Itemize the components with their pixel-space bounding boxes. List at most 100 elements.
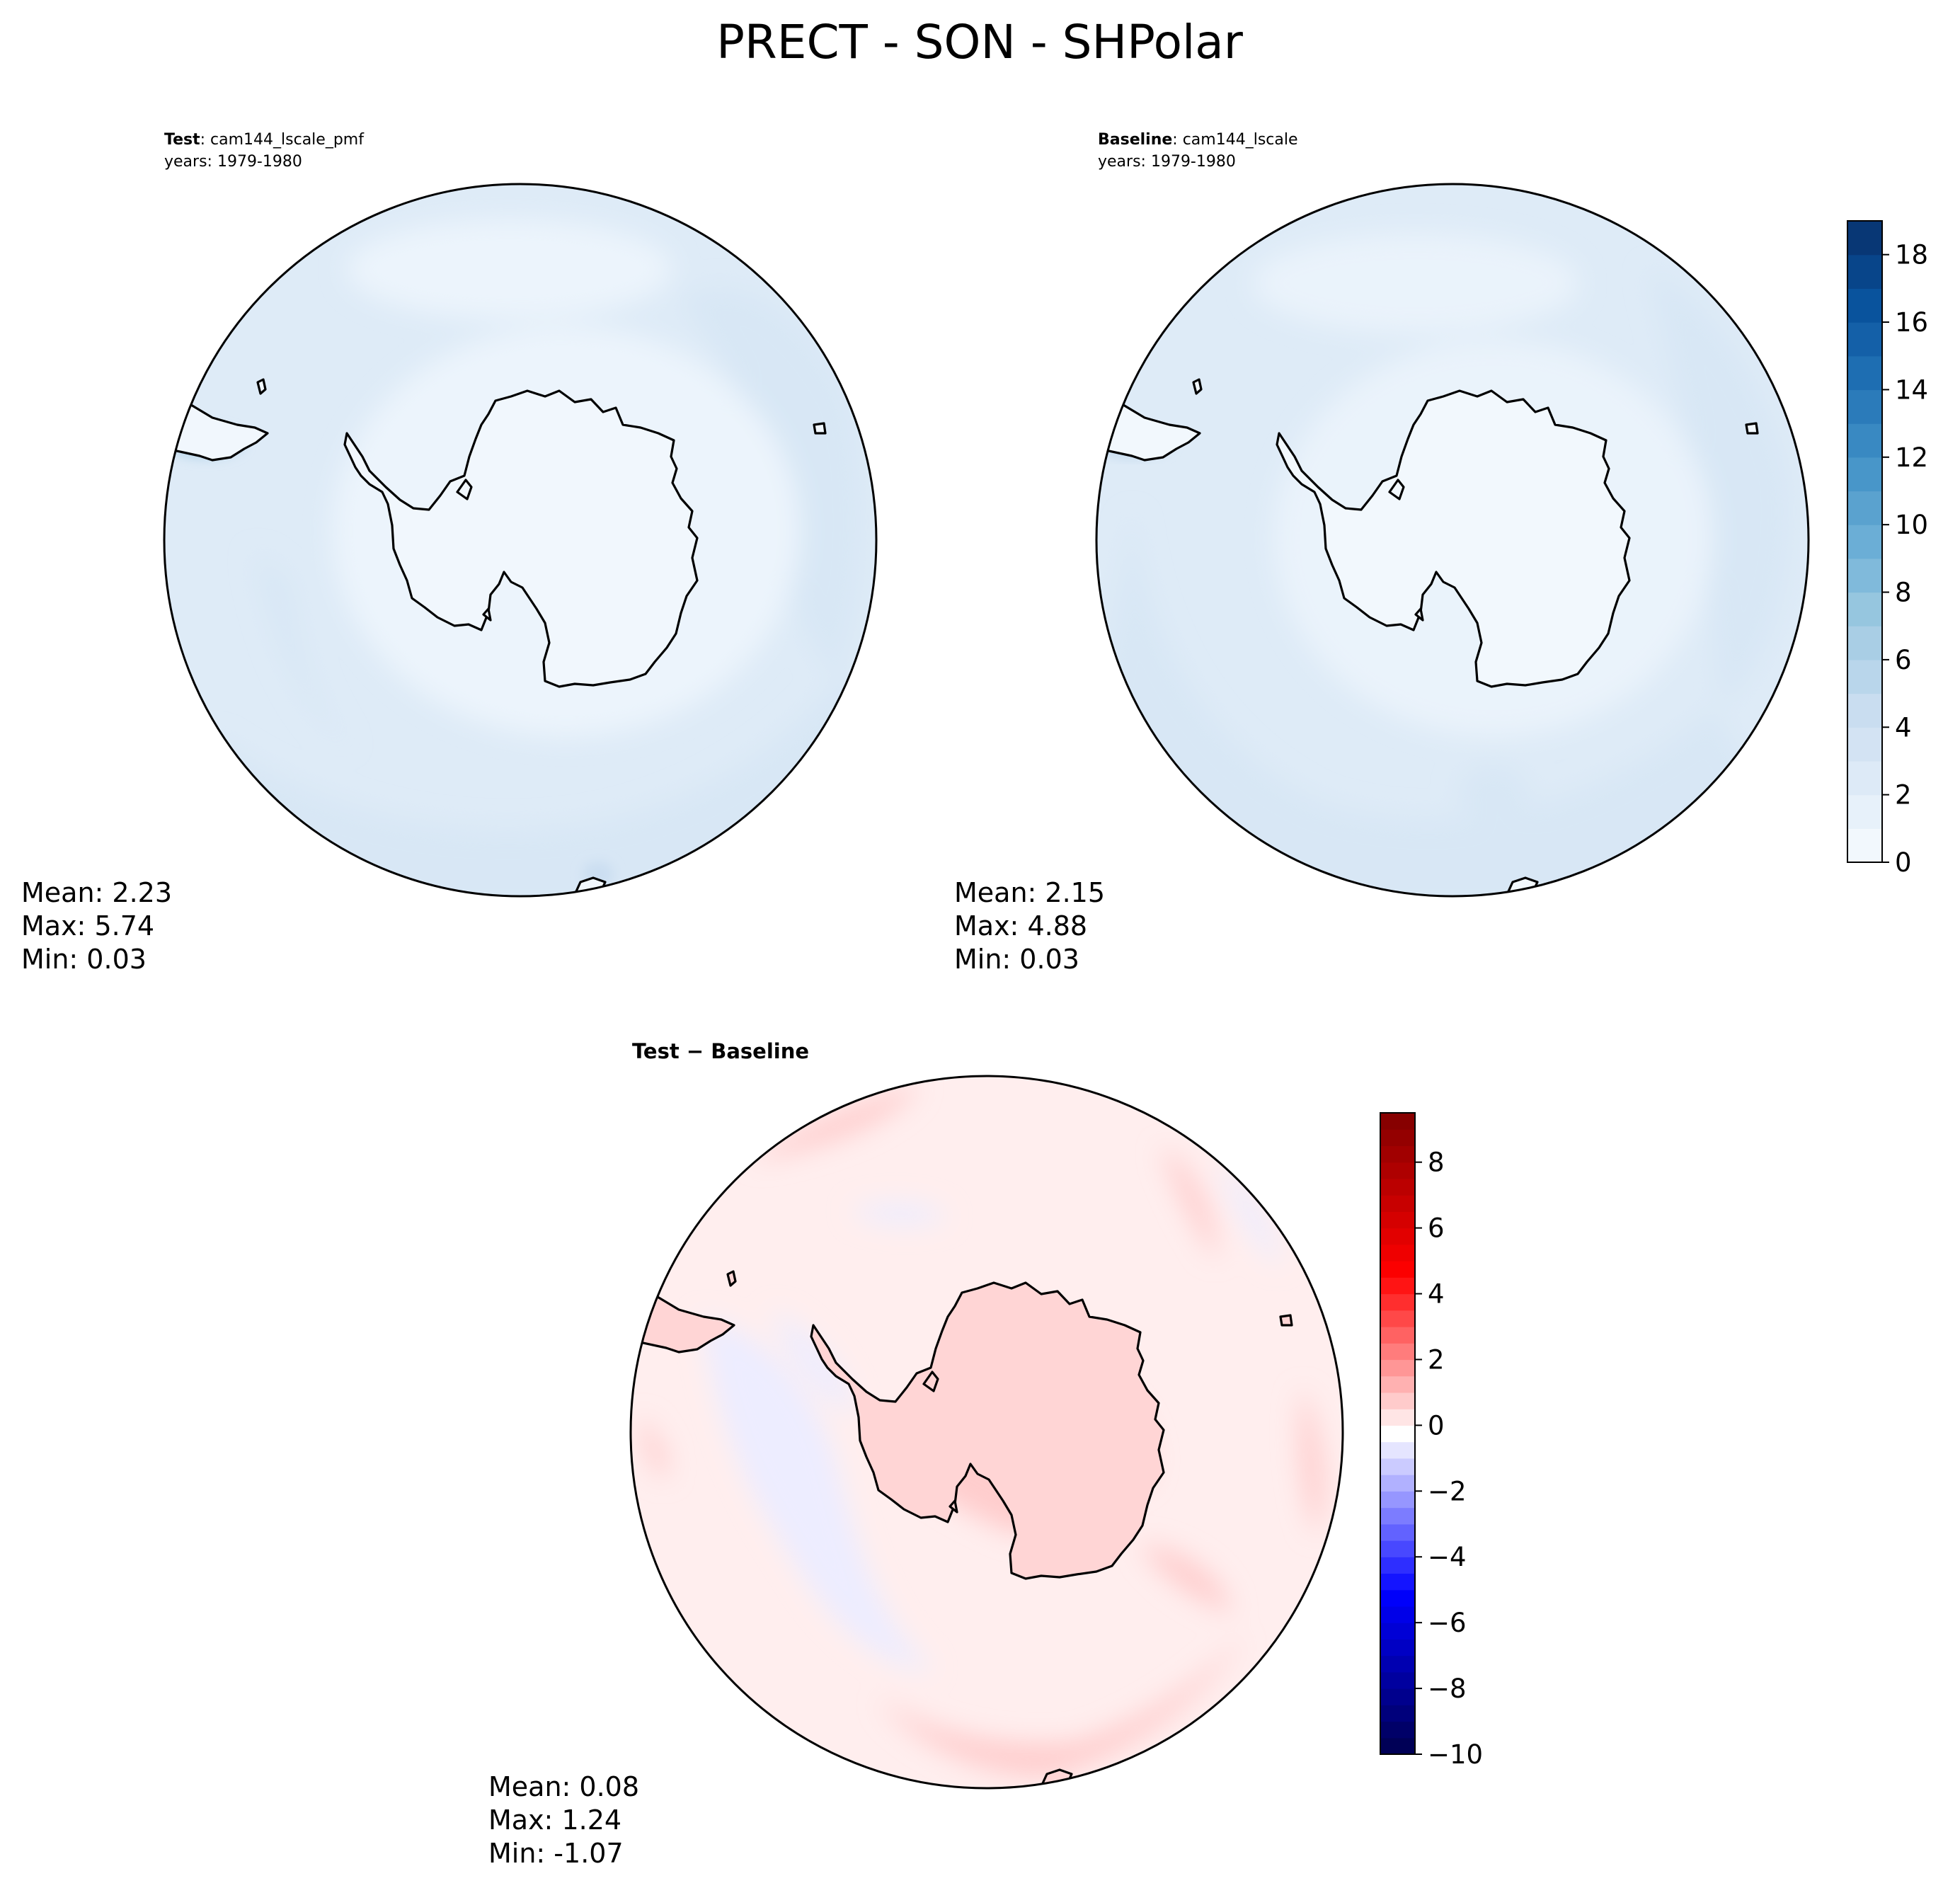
colorbar-seismic: −10 −8 −6 −4 −2 0 2 4 6 8: [1380, 1112, 1483, 1770]
map-diff-negative-north: [849, 1203, 949, 1225]
map-diff-positive-east: [1161, 1147, 1217, 1260]
colorbar-level: [1847, 693, 1882, 728]
colorbar-seismic-steps: [1380, 1113, 1415, 1755]
colorbar-level: [1847, 558, 1882, 593]
colorbar-level: [1380, 1606, 1415, 1623]
map-test: [164, 184, 876, 896]
colorbar-level: [1380, 1655, 1415, 1673]
colorbar-tick-label: 2: [1428, 1344, 1445, 1375]
colorbar-level: [1847, 221, 1882, 256]
colorbar-level: [1847, 592, 1882, 627]
map-diff-island-a: [922, 1371, 939, 1392]
colorbar-tick-label: 12: [1895, 442, 1928, 473]
panel-baseline-label: Baseline: cam144_lscale: [1098, 131, 1298, 149]
colorbar-level: [1380, 1409, 1415, 1426]
colorbar-blues: 0 2 4 6 8 10 12 14 16 18: [1847, 220, 1928, 878]
colorbar-level: [1380, 1573, 1415, 1591]
panel-diff: Test − Baseline: [488, 1039, 1344, 1869]
colorbar-level: [1380, 1113, 1415, 1130]
colorbar-tick-label: 16: [1895, 307, 1928, 338]
colorbar-level: [1380, 1491, 1415, 1509]
colorbar-level: [1380, 1178, 1415, 1196]
colorbar-level: [1380, 1228, 1415, 1245]
map-baseline-east-band: [1649, 269, 1792, 708]
map-diff-boundary: [629, 1075, 1344, 1790]
colorbar-tick-label: 2: [1895, 780, 1912, 811]
colorbar-level: [1380, 1129, 1415, 1147]
colorbar-level: [1847, 423, 1882, 458]
colorbar-tick-label: 10: [1895, 510, 1928, 540]
map-baseline-island-b: [1414, 607, 1424, 622]
colorbar-tick-label: 6: [1895, 645, 1912, 675]
colorbar-level: [1847, 355, 1882, 391]
map-diff-positive-west: [641, 1416, 667, 1480]
panel-test-label-case: : cam144_lscale_pmf: [200, 131, 365, 149]
panel-baseline-max: Max: 4.88: [954, 910, 1087, 942]
map-test-island-b: [482, 607, 492, 622]
colorbar-level: [1380, 1162, 1415, 1179]
colorbar-blues-steps: [1847, 221, 1882, 863]
colorbar-level: [1380, 1211, 1415, 1229]
colorbar-tick-label: 6: [1428, 1213, 1445, 1244]
map-diff: [631, 1076, 1343, 1788]
colorbar-tick-label: −2: [1428, 1476, 1467, 1506]
map-diff-island-d: [1279, 1314, 1293, 1327]
colorbar-level: [1380, 1507, 1415, 1525]
colorbar-level: [1380, 1195, 1415, 1212]
colorbar-level: [1380, 1458, 1415, 1475]
panel-baseline-mean: Mean: 2.15: [954, 877, 1105, 908]
map-diff-negative-east: [1217, 1161, 1281, 1267]
colorbar-level: [1847, 727, 1882, 762]
colorbar-level: [1380, 1540, 1415, 1557]
panel-baseline-label-case: : cam144_lscale: [1172, 131, 1297, 149]
map-test-island-a: [456, 479, 473, 500]
colorbar-level: [1380, 1523, 1415, 1541]
colorbar-level: [1380, 1145, 1415, 1163]
panel-test-mean: Mean: 2.23: [21, 877, 172, 908]
map-baseline-outer-band: [1096, 510, 1809, 896]
panel-baseline-years: years: 1979-1980: [1098, 153, 1236, 171]
colorbar-level: [1847, 626, 1882, 660]
colorbar-level: [1380, 1359, 1415, 1377]
colorbar-tick-label: 4: [1428, 1279, 1445, 1310]
colorbar-level: [1847, 491, 1882, 525]
colorbar-level: [1380, 1639, 1415, 1657]
colorbar-level: [1380, 1425, 1415, 1443]
map-diff-positive-far-east: [1300, 1388, 1324, 1536]
colorbar-level: [1847, 659, 1882, 694]
panel-test-label-bold: Test: [164, 131, 200, 149]
colorbar-seismic-ticks: −10 −8 −6 −4 −2 0 2 4 6 8: [1415, 1148, 1483, 1770]
map-diff-island-c: [726, 1270, 737, 1287]
colorbar-blues-frame: [1847, 220, 1883, 863]
colorbar-level: [1380, 1327, 1415, 1344]
panel-baseline-label-bold: Baseline: [1098, 131, 1172, 149]
colorbar-level: [1847, 794, 1882, 829]
colorbar-level: [1380, 1557, 1415, 1574]
map-baseline: [1096, 184, 1809, 896]
colorbar-level: [1380, 1671, 1415, 1689]
colorbar-tick-label: 8: [1428, 1148, 1445, 1178]
map-diff-negative-west: [701, 1317, 934, 1671]
colorbar-tick-label: −10: [1428, 1739, 1483, 1770]
panel-diff-max: Max: 1.24: [488, 1804, 621, 1836]
colorbar-level: [1380, 1441, 1415, 1459]
colorbar-level: [1380, 1261, 1415, 1278]
colorbar-tick-label: 8: [1895, 578, 1912, 608]
colorbar-level: [1380, 1343, 1415, 1361]
colorbar-level: [1380, 1688, 1415, 1705]
colorbar-level: [1380, 1392, 1415, 1409]
map-test-boundary: [163, 183, 878, 898]
map-test-north-lowband: [347, 219, 672, 319]
map-baseline-island-d: [1745, 422, 1759, 435]
colorbar-level: [1380, 1737, 1415, 1755]
colorbar-level: [1847, 457, 1882, 492]
colorbar-level: [1380, 1475, 1415, 1492]
map-baseline-south-cell: [1458, 765, 1529, 821]
map-diff-positive-southeast: [1140, 1543, 1232, 1614]
panel-test-label: Test: cam144_lscale_pmf: [164, 131, 365, 149]
colorbar-tick-label: 18: [1895, 240, 1928, 270]
map-test-antarctica: [343, 389, 699, 688]
colorbar-tick-label: −4: [1428, 1542, 1467, 1572]
map-baseline-island-a: [1388, 479, 1405, 500]
